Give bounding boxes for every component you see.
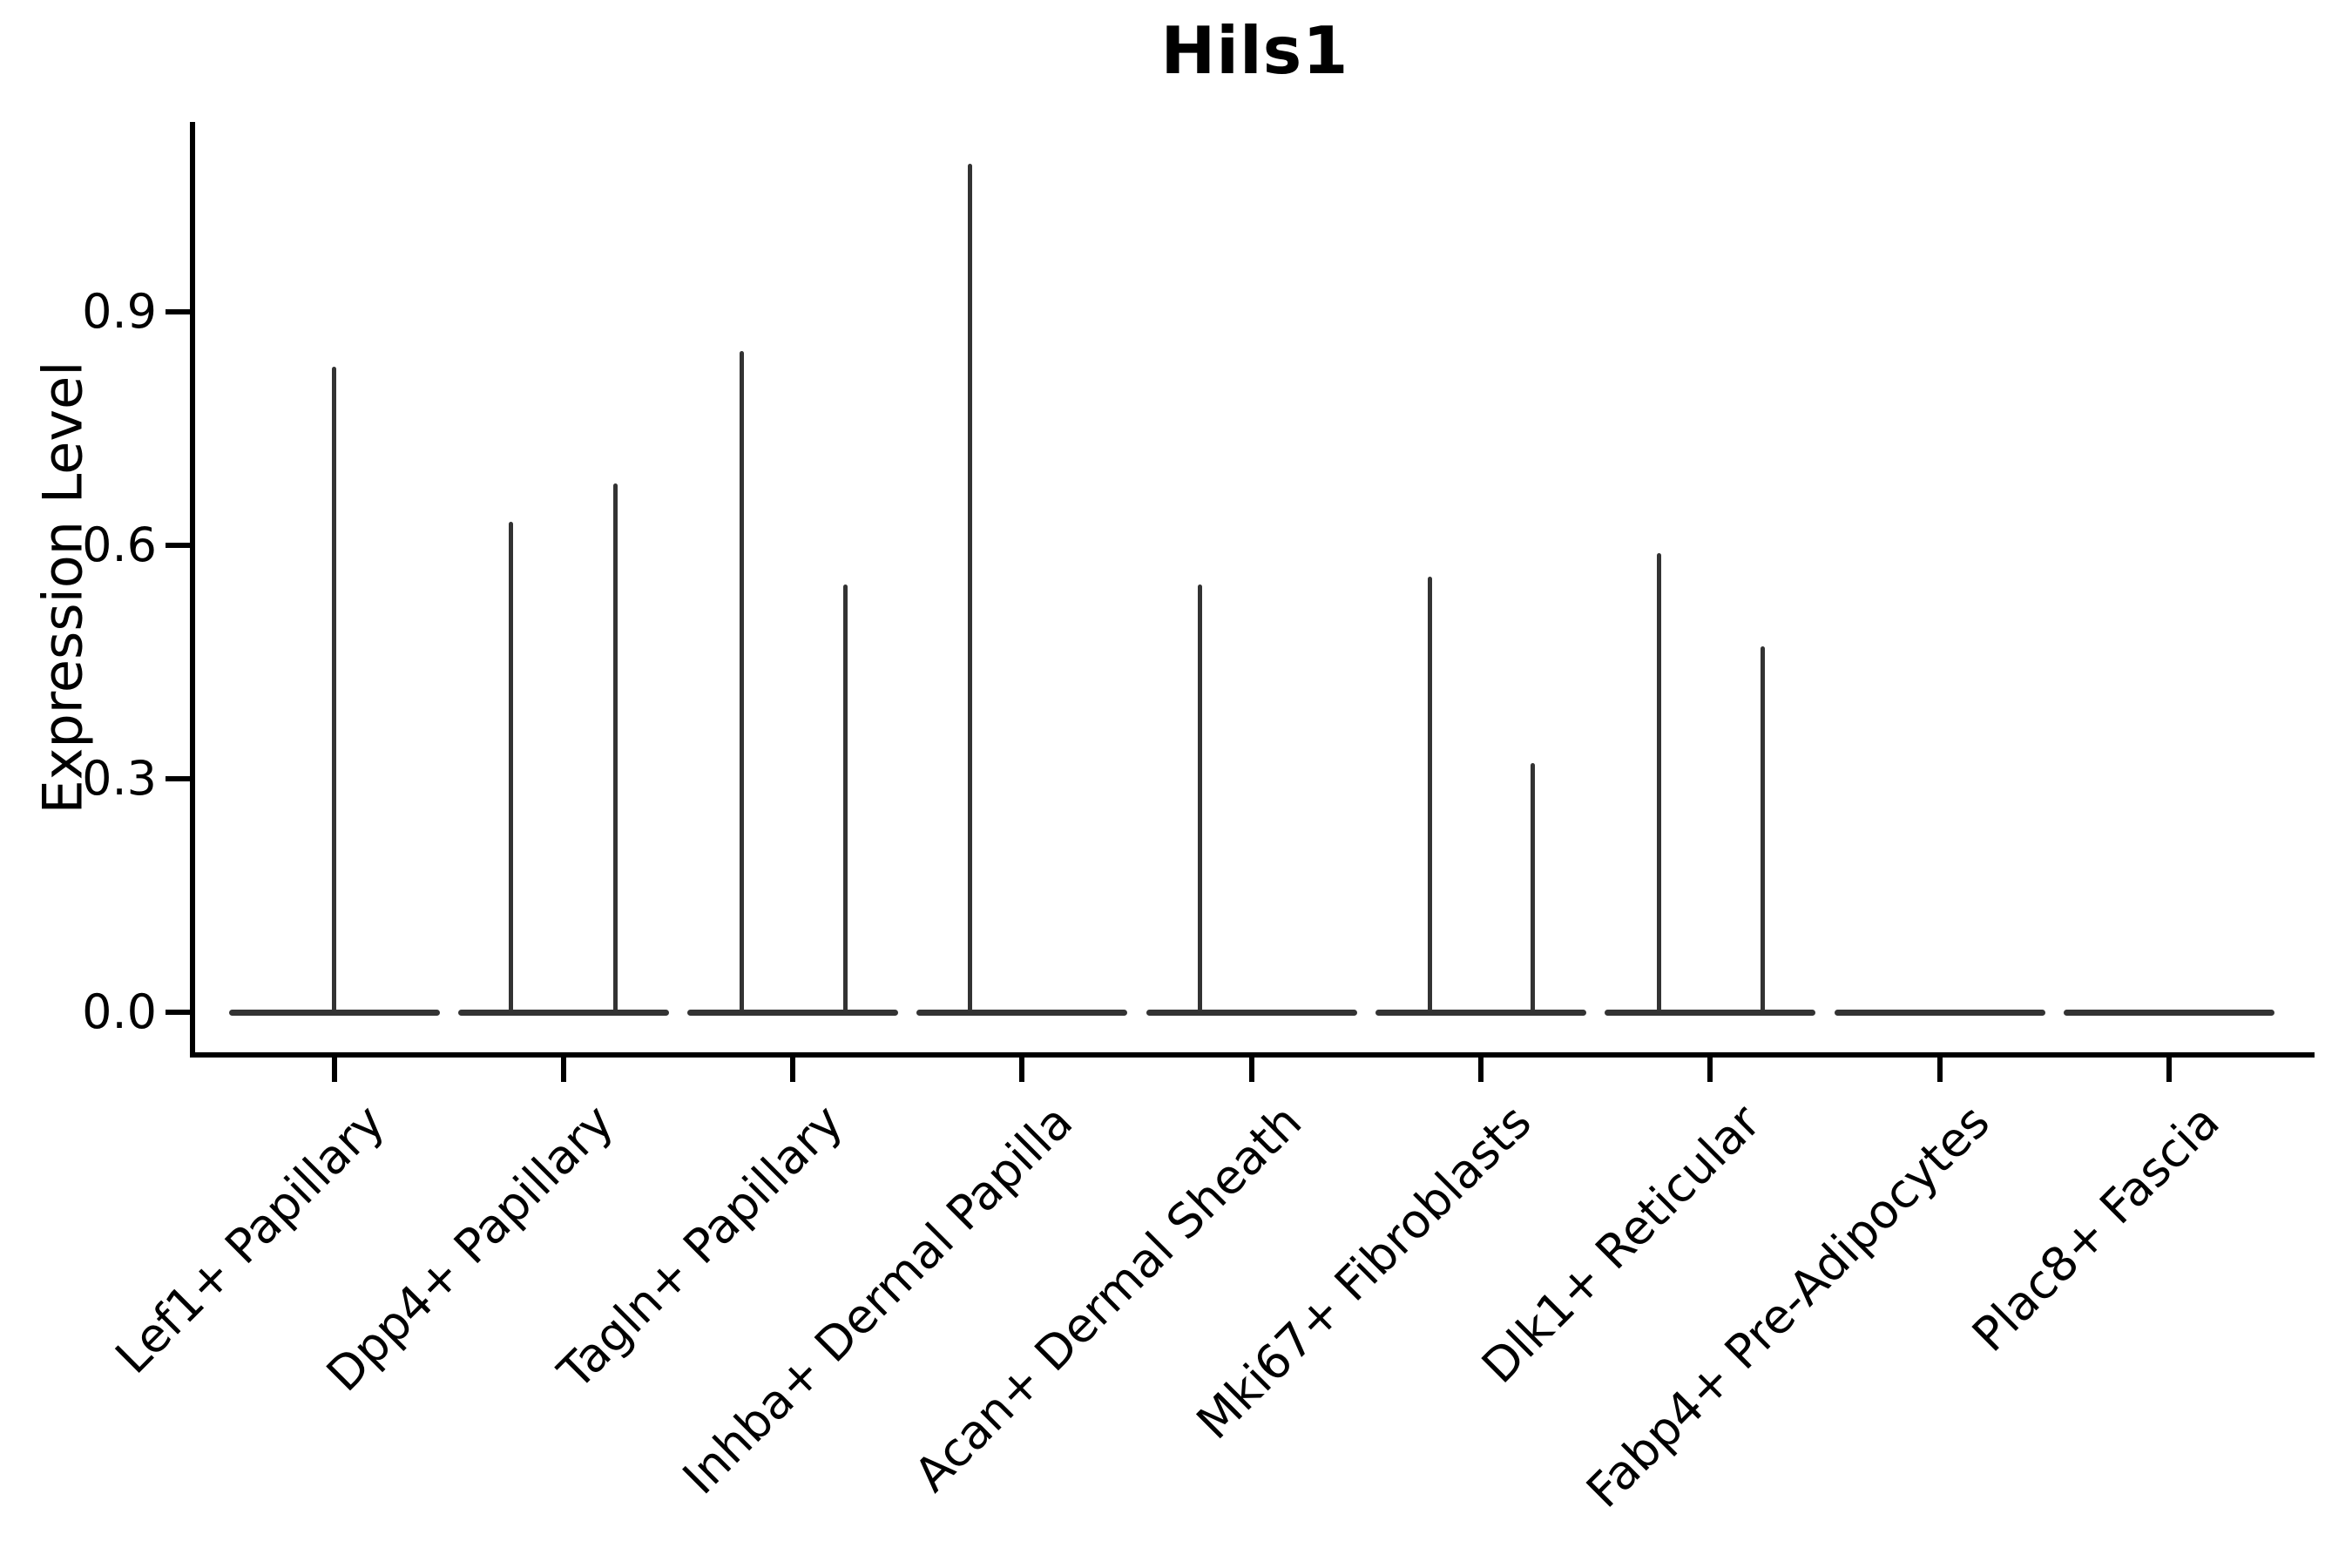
x-tick-mark bbox=[1248, 1058, 1254, 1082]
y-tick-label: 0.9 bbox=[82, 284, 157, 340]
x-tick-mark bbox=[1707, 1058, 1713, 1082]
violin-spike bbox=[1656, 552, 1661, 1014]
y-tick-mark bbox=[166, 309, 190, 315]
violin-spike bbox=[332, 366, 336, 1014]
violin-base bbox=[687, 1009, 899, 1016]
violin-spike bbox=[1530, 763, 1535, 1014]
violin-spike bbox=[509, 522, 514, 1014]
x-tick-mark bbox=[2166, 1058, 2173, 1082]
x-tick-mark bbox=[790, 1058, 796, 1082]
violin-base bbox=[457, 1009, 669, 1016]
x-tick-label: Fabp4+ Pre-Adipocytes bbox=[1576, 1094, 2001, 1518]
y-axis-label-container: Expression Level bbox=[9, 122, 117, 1052]
violin-spike bbox=[1427, 576, 1432, 1014]
x-tick-mark bbox=[1019, 1058, 1025, 1082]
y-tick-mark bbox=[166, 776, 190, 781]
violin-base bbox=[2064, 1009, 2275, 1016]
violin-spike bbox=[842, 584, 848, 1014]
violin-base bbox=[1834, 1009, 2045, 1016]
x-tick-label: Acan+ Dermal Sheath bbox=[903, 1094, 1313, 1503]
x-tick-label: Plac8+ Fascia bbox=[1961, 1094, 2230, 1362]
x-tick-mark bbox=[560, 1058, 566, 1082]
x-tick-label: Inhba+ Dermal Papilla bbox=[672, 1094, 1084, 1505]
y-tick-mark bbox=[166, 543, 190, 549]
violin-spike bbox=[613, 483, 618, 1014]
y-tick-label: 0.6 bbox=[82, 517, 157, 573]
violin-spike bbox=[1760, 646, 1765, 1014]
x-tick-mark bbox=[1936, 1058, 1943, 1082]
y-axis-line bbox=[190, 122, 195, 1058]
y-tick-label: 0.3 bbox=[82, 751, 157, 806]
x-axis-line bbox=[190, 1052, 2315, 1058]
x-tick-mark bbox=[331, 1058, 337, 1082]
y-axis-label: Expression Level bbox=[30, 361, 95, 814]
plot-title: Hils1 bbox=[1160, 12, 1349, 89]
violin-base bbox=[1146, 1009, 1357, 1016]
violin-spike bbox=[967, 164, 972, 1014]
y-tick-mark bbox=[166, 1010, 190, 1015]
violin-spike bbox=[1198, 584, 1203, 1014]
violin-spike bbox=[739, 350, 744, 1014]
y-tick-label: 0.0 bbox=[82, 984, 157, 1039]
violin-base bbox=[1605, 1009, 1816, 1016]
violin-base bbox=[1375, 1009, 1587, 1016]
violin-base bbox=[916, 1009, 1128, 1016]
x-tick-mark bbox=[1478, 1058, 1484, 1082]
